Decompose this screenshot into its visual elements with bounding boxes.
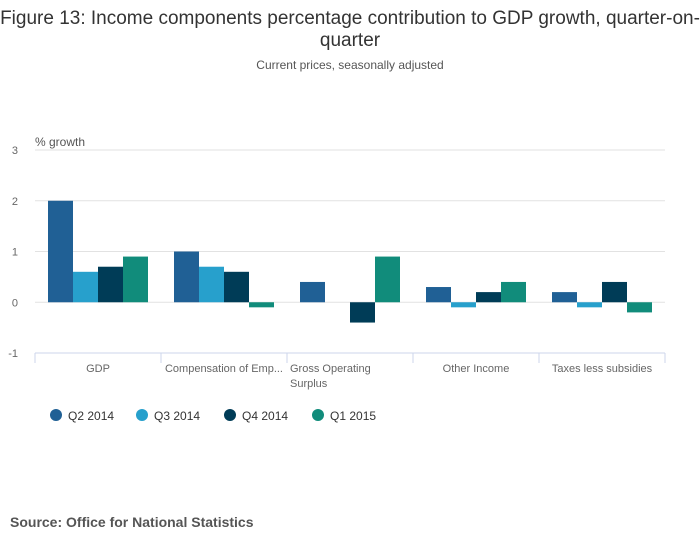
bar-q2-2014	[426, 287, 451, 303]
legend-marker	[224, 409, 236, 421]
legend-label: Q4 2014	[242, 409, 288, 423]
bar-q1-2015	[249, 302, 274, 308]
bar-q4-2014	[476, 292, 501, 303]
legend-label: Q3 2014	[154, 409, 200, 423]
x-tick-label: Compensation of Emp...	[165, 363, 283, 375]
bar-q3-2014	[451, 302, 476, 308]
x-tick-label: GDP	[86, 363, 110, 375]
y-axis-label: % growth	[35, 135, 85, 149]
legend-marker	[50, 409, 62, 421]
chart-title: Figure 13: Income components percentage …	[0, 8, 700, 51]
y-tick-label: 1	[12, 247, 18, 259]
bar-q2-2014	[300, 281, 325, 303]
x-tick-label: Surplus	[290, 378, 328, 390]
bar-q2-2014	[552, 292, 577, 303]
bar-q2-2014	[48, 200, 73, 303]
bar-chart: -1 0 1 2 3 % growth GDP Compensation of Emp... G…	[8, 135, 666, 423]
legend-label: Q1 2015	[330, 409, 376, 423]
bar-q3-2014	[577, 302, 602, 308]
legend-label: Q2 2014	[68, 409, 114, 423]
bar-q4-2014	[224, 271, 249, 303]
bar-q1-2015	[627, 302, 652, 313]
bar-q3-2014	[199, 266, 224, 303]
y-tick-label: 2	[12, 196, 18, 208]
bar-q1-2015	[501, 281, 526, 303]
bar-q1-2015	[375, 256, 400, 303]
x-tick-label: Other Income	[443, 363, 510, 375]
x-tick-label: Gross Operating	[290, 363, 371, 375]
bar-q4-2014	[602, 281, 627, 303]
bar-q4-2014	[350, 302, 375, 323]
legend-marker	[312, 409, 324, 421]
bar-q2-2014	[174, 251, 199, 303]
bar-q4-2014	[98, 266, 123, 303]
x-tick-label: Taxes less subsidies	[552, 363, 653, 375]
y-tick-label: -1	[8, 348, 18, 360]
bar-q3-2014	[73, 271, 98, 303]
y-tick-label: 3	[12, 145, 18, 157]
chart-subtitle: Current prices, seasonally adjusted	[256, 58, 444, 72]
y-tick-label: 0	[12, 297, 18, 309]
source-note: Source: Office for National Statistics	[10, 514, 254, 530]
bar-q1-2015	[123, 256, 148, 303]
legend-marker	[136, 409, 148, 421]
